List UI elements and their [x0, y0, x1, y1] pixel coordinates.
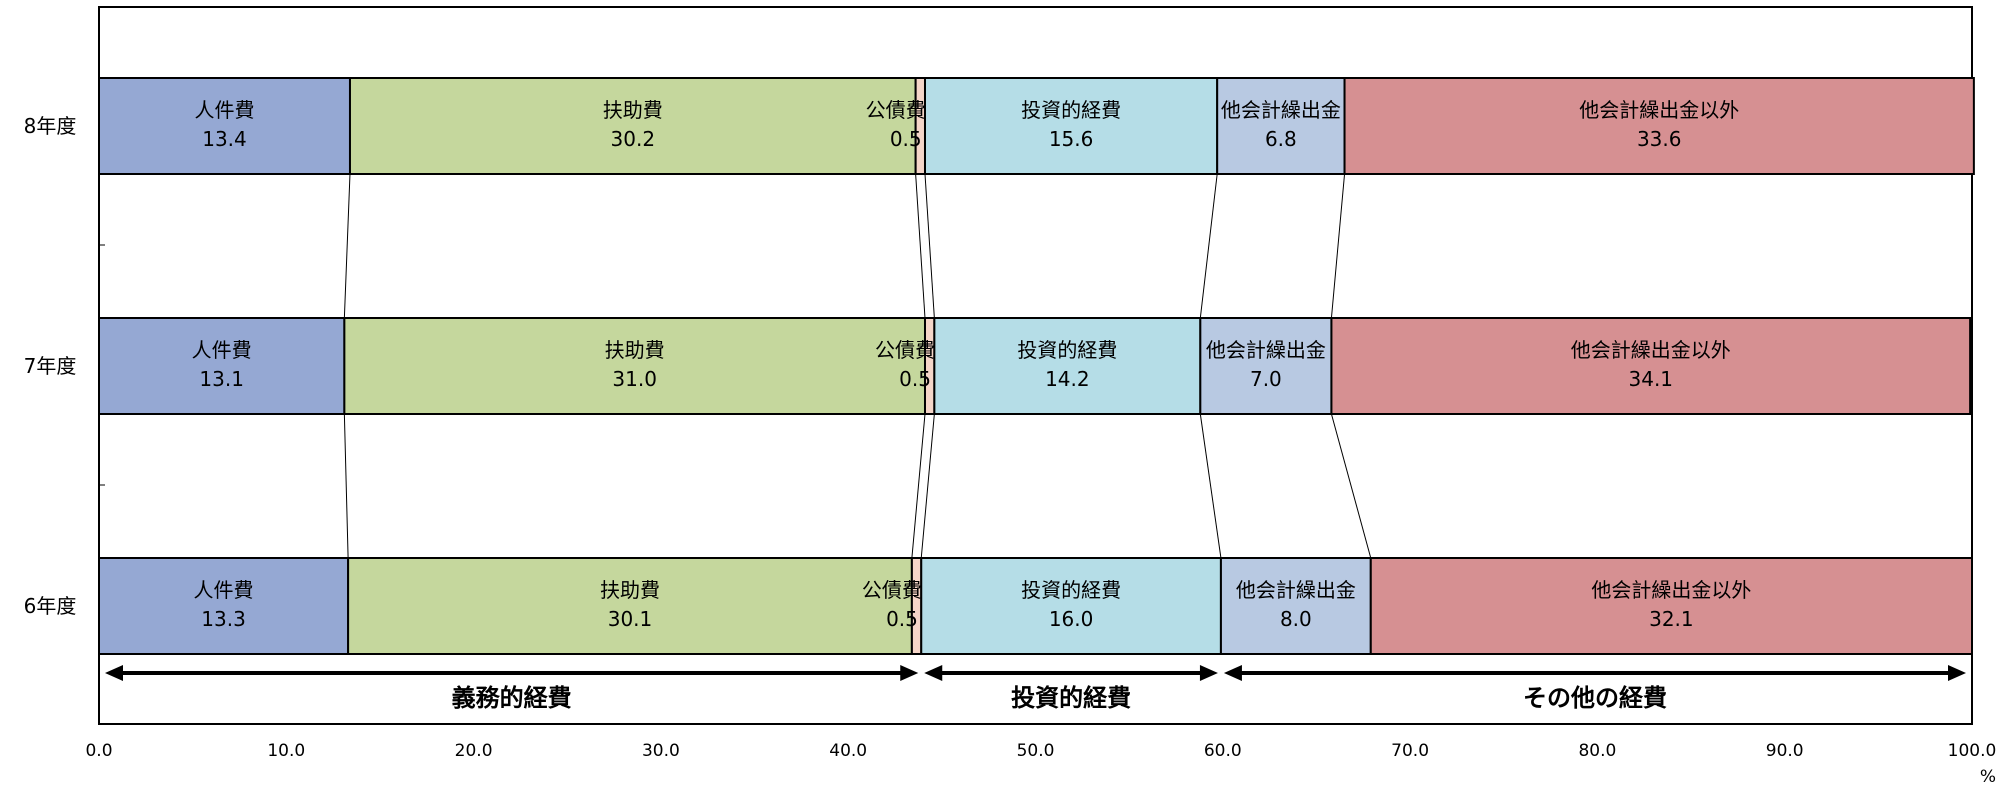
x-tick-label: 0.0 [85, 741, 112, 761]
segment-value-label: 13.4 [202, 127, 247, 151]
segment-value-label: 0.5 [890, 127, 922, 151]
bar-segment [1199, 317, 1333, 415]
bar-segment [923, 317, 936, 415]
segment-value-label: 30.1 [608, 607, 653, 631]
bar-segment [1343, 77, 1975, 175]
segment-name-label: 他会計繰出金以外 [1579, 98, 1739, 122]
group-label: 義務的経費 [452, 684, 572, 712]
group-label: 投資的経費 [1011, 684, 1131, 712]
segment-value-label: 34.1 [1629, 367, 1674, 391]
segment-value-label: 14.2 [1045, 367, 1090, 391]
bar-segment [933, 317, 1202, 415]
category-labels-layer: 8年度 7年度 6年度 [24, 114, 77, 618]
category-label: 6年度 [24, 594, 77, 618]
x-tick-label: 60.0 [1204, 741, 1242, 761]
group-label: その他の経費 [1523, 684, 1667, 712]
segment-value-label: 16.0 [1049, 607, 1094, 631]
segment-name-label: 投資的経費 [1021, 578, 1121, 602]
bar-segment [1219, 557, 1372, 655]
x-tick-label: 50.0 [1017, 741, 1055, 761]
segment-value-label: 15.6 [1049, 127, 1094, 151]
group-arrow-head-left [105, 665, 123, 681]
segment-value-label: 30.2 [611, 127, 656, 151]
bar-segment [914, 77, 926, 175]
x-tick-label: 40.0 [829, 741, 867, 761]
segment-value-label: 0.5 [899, 367, 931, 391]
bar-segment [910, 557, 923, 655]
segment-name-label: 投資的経費 [1021, 98, 1121, 122]
connector-line [1330, 413, 1372, 559]
segment-name-label: 扶助費 [600, 578, 660, 602]
bar-segment [1216, 77, 1346, 175]
group-arrow-head-left [924, 665, 943, 681]
x-tick-label: 100.0 [1948, 741, 1997, 761]
x-tick-label: 30.0 [642, 741, 680, 761]
connector-line [911, 413, 926, 559]
x-axis: 0.0 10.0 20.0 30.0 40.0 50.0 60.0 70.0 80.0 90.0 1… [85, 244, 1997, 785]
x-tick-label: 70.0 [1391, 741, 1429, 761]
segment-name-label: 人件費 [194, 98, 254, 122]
x-tick-label: 20.0 [455, 741, 493, 761]
segment-name-label: 人件費 [192, 338, 252, 362]
segment-value-label: 6.8 [1265, 127, 1297, 151]
connector-line [924, 173, 935, 319]
bar-segment [1330, 317, 1972, 415]
connector-line [920, 413, 935, 559]
x-tick-label: 90.0 [1766, 741, 1804, 761]
segment-value-label: 31.0 [612, 367, 657, 391]
connector-line [915, 173, 926, 319]
x-axis-unit-label: % [1980, 767, 1996, 785]
segment-value-label: 8.0 [1280, 607, 1312, 631]
bar-segment [343, 317, 926, 415]
segment-name-label: 他会計繰出金 [1221, 98, 1341, 122]
segment-name-label: 他会計繰出金 [1206, 338, 1326, 362]
segment-value-label: 7.0 [1250, 367, 1282, 391]
group-arrows-layer: 義務的経費 投資的経費 その他の経費 [105, 665, 1966, 712]
segment-value-label: 32.1 [1649, 607, 1694, 631]
segment-name-label: 扶助費 [603, 98, 663, 122]
connector-line [343, 413, 349, 559]
bar-segment [347, 557, 913, 655]
connector-line [343, 173, 351, 319]
x-tick-label: 10.0 [267, 741, 305, 761]
category-label: 7年度 [24, 354, 77, 378]
bar-segment [98, 77, 351, 175]
category-label: 8年度 [24, 114, 77, 138]
segment-name-label: 他会計繰出金以外 [1571, 338, 1731, 362]
group-arrow-head-right [900, 665, 919, 681]
segment-name-label: 公債費 [875, 338, 935, 362]
bars-layer [98, 77, 1975, 655]
bar-segment [920, 557, 1222, 655]
group-arrow-head-left [1223, 665, 1242, 681]
group-arrow-head-right [1199, 665, 1218, 681]
segment-labels-layer: 人件費 13.4 扶助費 30.2 公債費 0.5 投資的経費 15.6 他会計繰出金 6.8 他会… [192, 98, 1752, 631]
segment-name-label: 他会計繰出金 [1236, 578, 1356, 602]
group-arrow-head-right [1948, 665, 1966, 681]
connector-line [1330, 173, 1346, 319]
segment-name-label: 公債費 [862, 578, 922, 602]
segment-value-label: 0.5 [886, 607, 918, 631]
x-tick-label: 80.0 [1578, 741, 1616, 761]
bar-segment [98, 317, 346, 415]
segment-value-label: 13.3 [201, 607, 246, 631]
bar-segment [1369, 557, 1973, 655]
segment-value-label: 33.6 [1637, 127, 1682, 151]
segment-value-label: 13.1 [199, 367, 244, 391]
bar-segment [923, 77, 1219, 175]
segment-name-label: 扶助費 [605, 338, 665, 362]
connector-line [1199, 413, 1222, 559]
connector-line [1199, 173, 1218, 319]
segment-name-label: 他会計繰出金以外 [1591, 578, 1751, 602]
series-connector-lines [343, 173, 1372, 559]
segment-name-label: 公債費 [866, 98, 926, 122]
segment-name-label: 投資的経費 [1017, 338, 1117, 362]
bar-segment [348, 77, 917, 175]
segment-name-label: 人件費 [194, 578, 254, 602]
bar-segment [98, 557, 350, 655]
